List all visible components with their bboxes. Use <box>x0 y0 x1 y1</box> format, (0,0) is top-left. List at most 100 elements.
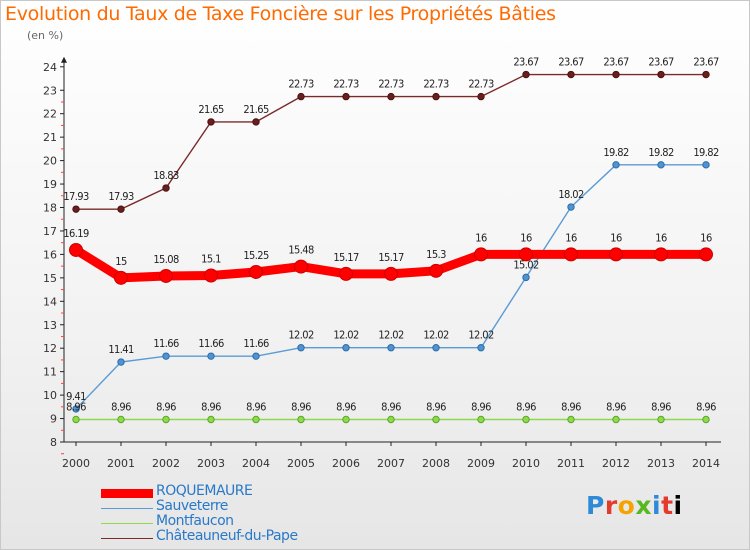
data-label: 16 <box>475 231 487 244</box>
logo-letter: x <box>635 491 652 520</box>
series-layer <box>69 70 713 424</box>
data-point <box>564 247 578 262</box>
data-point <box>162 415 170 424</box>
y-tick-label: 16 <box>43 248 57 261</box>
data-label: 18.02 <box>558 188 584 201</box>
data-label: 22.73 <box>288 78 314 91</box>
logo-letter: i <box>652 491 662 520</box>
data-label: 8.96 <box>381 400 401 413</box>
data-point <box>657 70 665 79</box>
data-point <box>252 415 260 424</box>
data-label: 21.65 <box>243 103 269 116</box>
data-label: 8.96 <box>156 400 176 413</box>
x-tick-label: 2001 <box>107 457 135 470</box>
data-label: 8.96 <box>426 400 446 413</box>
unit-label: (en %) <box>27 29 64 42</box>
data-point <box>702 161 710 169</box>
data-point <box>519 247 533 262</box>
data-point <box>207 352 215 360</box>
data-point <box>612 70 620 79</box>
data-label: 12.02 <box>288 329 314 342</box>
data-point <box>207 415 215 424</box>
data-label: 15.1 <box>201 253 221 266</box>
data-label: 8.96 <box>246 400 266 413</box>
data-label: 23.67 <box>603 56 629 69</box>
y-tick-label: 20 <box>43 155 57 168</box>
data-point <box>477 92 485 101</box>
data-label: 8.96 <box>336 400 356 413</box>
series-montfaucon <box>72 415 710 424</box>
x-tick-label: 2012 <box>602 457 630 470</box>
data-label: 21.65 <box>198 103 224 116</box>
data-label: 19.82 <box>648 146 674 159</box>
y-axis-arrow <box>61 56 67 63</box>
data-point <box>477 415 485 424</box>
data-label: 22.73 <box>333 78 359 91</box>
legend-label: Montfaucon <box>156 513 234 529</box>
data-label: 12.02 <box>468 329 494 342</box>
data-label: 15.48 <box>288 244 314 257</box>
axes: 8 9 10 11 12 13 14 15 16 17 18 19 20 21 22 23 24 2000 2001… <box>43 56 721 470</box>
data-point <box>72 415 80 424</box>
x-tick-label: 2003 <box>197 457 225 470</box>
x-tick-label: 2008 <box>422 457 450 470</box>
y-tick-label: 15 <box>43 272 57 285</box>
data-point <box>342 92 350 101</box>
data-label: 8.96 <box>66 400 86 413</box>
legend-label: Sauveterre <box>156 498 228 514</box>
proxiti-logo: Proxiti <box>586 491 683 520</box>
legend-swatch <box>101 537 153 540</box>
y-tick-label: 10 <box>43 389 57 402</box>
data-point <box>297 415 305 424</box>
data-point <box>522 70 530 79</box>
data-point <box>249 264 263 279</box>
data-label: 23.67 <box>513 56 539 69</box>
data-label: 22.73 <box>468 78 494 91</box>
data-label: 22.73 <box>423 78 449 91</box>
y-tick-label: 22 <box>43 108 57 121</box>
y-tick-label: 11 <box>43 366 57 379</box>
data-label: 16 <box>700 231 712 244</box>
x-tick-label: 2006 <box>332 457 360 470</box>
data-label: 23.67 <box>648 56 674 69</box>
x-tick-label: 2010 <box>512 457 540 470</box>
y-tick-label: 21 <box>43 131 57 144</box>
data-point <box>204 268 218 283</box>
data-point <box>429 263 443 278</box>
data-label: 16 <box>565 231 577 244</box>
data-point <box>159 268 173 283</box>
data-point <box>567 203 575 211</box>
data-point <box>702 70 710 79</box>
data-label: 16 <box>610 231 622 244</box>
data-label: 8.96 <box>606 400 626 413</box>
logo-letter: r <box>604 491 618 520</box>
logo-letter: t <box>661 491 674 520</box>
data-point <box>252 352 260 360</box>
data-point <box>207 118 215 126</box>
y-tick-label: 13 <box>43 319 57 332</box>
data-point <box>567 70 575 79</box>
data-point <box>114 270 128 285</box>
series-line <box>75 164 707 410</box>
data-point <box>387 344 395 352</box>
data-point <box>384 266 398 281</box>
data-point <box>387 92 395 101</box>
y-tick-label: 19 <box>43 178 57 191</box>
data-point <box>162 352 170 360</box>
x-tick-label: 2011 <box>557 457 585 470</box>
y-tick-label: 9 <box>50 413 57 426</box>
legend-swatch <box>101 507 153 510</box>
x-tick-label: 2014 <box>692 457 720 470</box>
data-point <box>474 247 488 262</box>
data-label: 23.67 <box>558 56 584 69</box>
data-label: 16 <box>520 231 532 244</box>
data-point <box>432 92 440 101</box>
data-point <box>342 344 350 352</box>
legend-swatch <box>101 522 153 525</box>
data-label: 17.93 <box>108 190 134 203</box>
logo-letter: i <box>673 491 683 520</box>
data-point <box>297 92 305 101</box>
data-point <box>654 247 668 262</box>
data-point <box>612 161 620 169</box>
